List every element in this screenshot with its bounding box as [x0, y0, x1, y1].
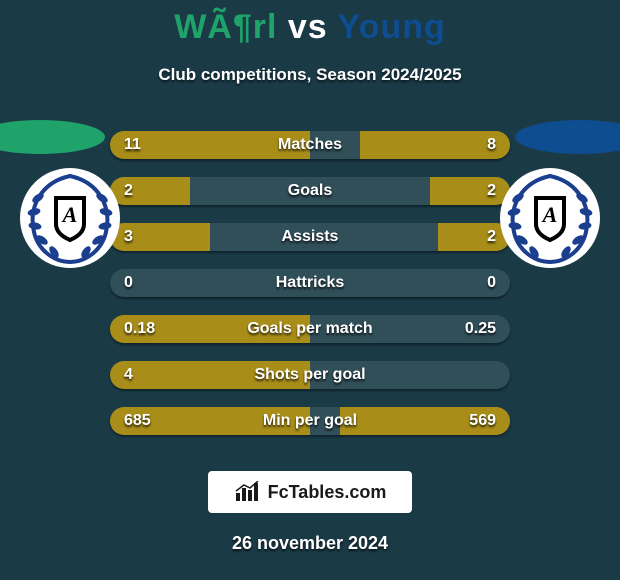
stat-row: 685 569 Min per goal: [110, 407, 510, 435]
stat-row: 3 2 Assists: [110, 223, 510, 251]
stat-left-fill: [110, 177, 190, 205]
stat-label: Goals: [288, 182, 332, 200]
bar-chart-icon: [234, 481, 260, 503]
stat-label: Hattricks: [276, 274, 344, 292]
svg-text:A: A: [541, 202, 558, 227]
vs-text: vs: [277, 8, 337, 46]
stat-right-fill: [430, 177, 510, 205]
stat-row: 0 0 Hattricks: [110, 269, 510, 297]
stat-label: Min per goal: [263, 412, 357, 430]
watermark-badge: FcTables.com: [208, 471, 413, 513]
stat-right-value: 569: [469, 407, 496, 435]
stat-row: 2 2 Goals: [110, 177, 510, 205]
player2-name: Young: [338, 8, 446, 46]
subtitle-text: Club competitions, Season 2024/2025: [158, 65, 461, 84]
date-text: 26 november 2024: [232, 533, 388, 553]
crest-icon: A: [20, 168, 120, 268]
stat-right-value: 0.25: [465, 315, 496, 343]
watermark-text: FcTables.com: [268, 482, 387, 503]
stat-row: 11 8 Matches: [110, 131, 510, 159]
stat-left-value: 11: [124, 131, 141, 159]
stat-left-value: 685: [124, 407, 151, 435]
stat-left-value: 2: [124, 177, 133, 205]
stat-right-value: 2: [487, 177, 496, 205]
stat-left-value: 0.18: [124, 315, 155, 343]
stat-right-value: 2: [487, 223, 496, 251]
stat-right-value: 8: [487, 131, 496, 159]
player1-name: WÃ¶rl: [174, 8, 277, 46]
stat-right-value: 0: [487, 269, 496, 297]
stat-row: 4 Shots per goal: [110, 361, 510, 389]
stat-label: Goals per match: [247, 320, 372, 338]
stat-left-value: 0: [124, 269, 133, 297]
right-team-crest: A: [500, 168, 600, 268]
stat-label: Assists: [282, 228, 339, 246]
svg-text:A: A: [61, 202, 78, 227]
page-title: WÃ¶rl vs Young: [0, 8, 620, 47]
footer-date: 26 november 2024: [0, 533, 620, 554]
stat-label: Shots per goal: [254, 366, 365, 384]
stat-row: 0.18 0.25 Goals per match: [110, 315, 510, 343]
stat-left-value: 4: [124, 361, 133, 389]
stats-panel: 11 8 Matches 2 2 Goals 3 2 Assists 0 0 Hattricks 0.1…: [110, 131, 510, 435]
stat-label: Matches: [278, 136, 342, 154]
left-team-crest: A: [20, 168, 120, 268]
stat-left-value: 3: [124, 223, 133, 251]
crest-icon: A: [500, 168, 600, 268]
subtitle: Club competitions, Season 2024/2025: [0, 65, 620, 85]
